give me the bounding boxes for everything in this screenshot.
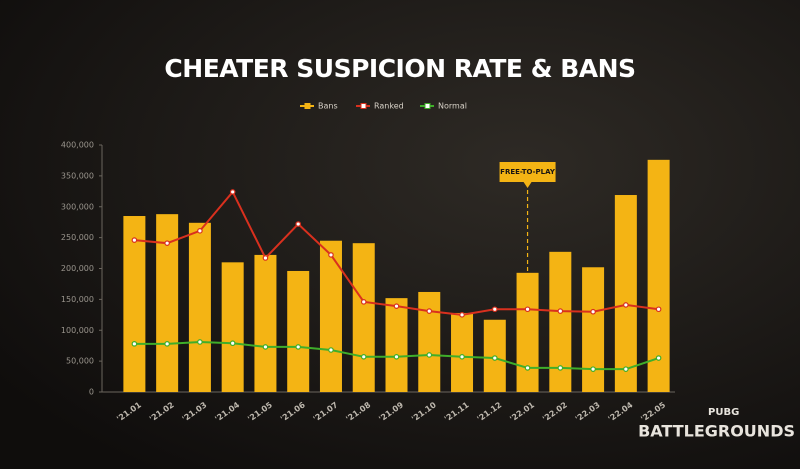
line-marker [524,365,531,371]
brand-large: BATTLEGROUNDS [638,422,795,441]
line-marker [524,306,531,313]
line-marker [655,355,662,361]
line-marker [229,340,236,347]
line-marker [131,341,138,347]
line-marker [393,303,400,309]
line-marker [295,344,302,350]
legend-label: Bans [318,102,338,111]
line-marker [164,341,170,347]
bar [254,254,277,392]
legend-label: Ranked [374,102,404,111]
bar [352,243,375,392]
bar [188,222,211,392]
line-marker [623,366,629,372]
y-tick-label: 400,000 [61,141,94,150]
bar [647,159,670,392]
line-marker [131,237,138,243]
legend-label: Normal [438,102,467,111]
bar [287,270,310,392]
y-tick-label: 250,000 [61,233,94,242]
annotation-box [499,162,556,188]
bar [582,267,605,392]
legend-marker [360,103,367,109]
chart-title: CHEATER SUSPICION RATE & BANS [164,54,635,83]
line-marker [491,306,498,313]
y-tick-label: 300,000 [61,202,94,211]
line-marker [262,255,269,261]
line-marker [262,344,269,350]
line-marker [360,299,367,305]
legend: Bans Ranked Normal [300,102,467,111]
line-marker [459,312,465,318]
line-marker [590,308,596,315]
line-marker [197,228,203,234]
y-tick-label: 200,000 [61,264,94,273]
y-tick-label: 50,000 [66,357,94,366]
line-marker [491,355,498,361]
bar [385,298,408,392]
bar [549,251,572,392]
brand-small: PUBG [708,407,739,418]
line-marker [229,189,236,195]
legend-marker [304,103,311,109]
line-marker [590,366,596,372]
bar [156,214,179,392]
bar [614,195,637,392]
line-marker [393,354,400,360]
bar [451,312,474,392]
annotation-text: FREE-TO-PLAY [500,168,556,176]
y-tick-label: 0 [89,388,94,397]
line-marker [197,339,203,345]
line-marker [295,221,302,227]
y-tick-label: 350,000 [61,171,94,180]
bar [123,216,146,392]
y-tick-label: 100,000 [61,326,94,335]
line-marker [655,306,662,313]
line-marker [360,354,367,360]
bar [418,291,441,392]
bar [221,262,244,392]
line-marker [623,302,629,308]
line-marker [459,354,465,360]
line-marker [426,308,433,314]
line-marker [426,352,433,358]
y-tick-label: 150,000 [61,295,94,304]
bar [319,240,342,392]
line-marker [328,252,334,258]
line-marker [164,240,170,246]
line-marker [557,308,564,314]
legend-marker [424,103,431,109]
line-marker [557,365,564,371]
line-marker [328,347,334,353]
bar [516,272,539,392]
